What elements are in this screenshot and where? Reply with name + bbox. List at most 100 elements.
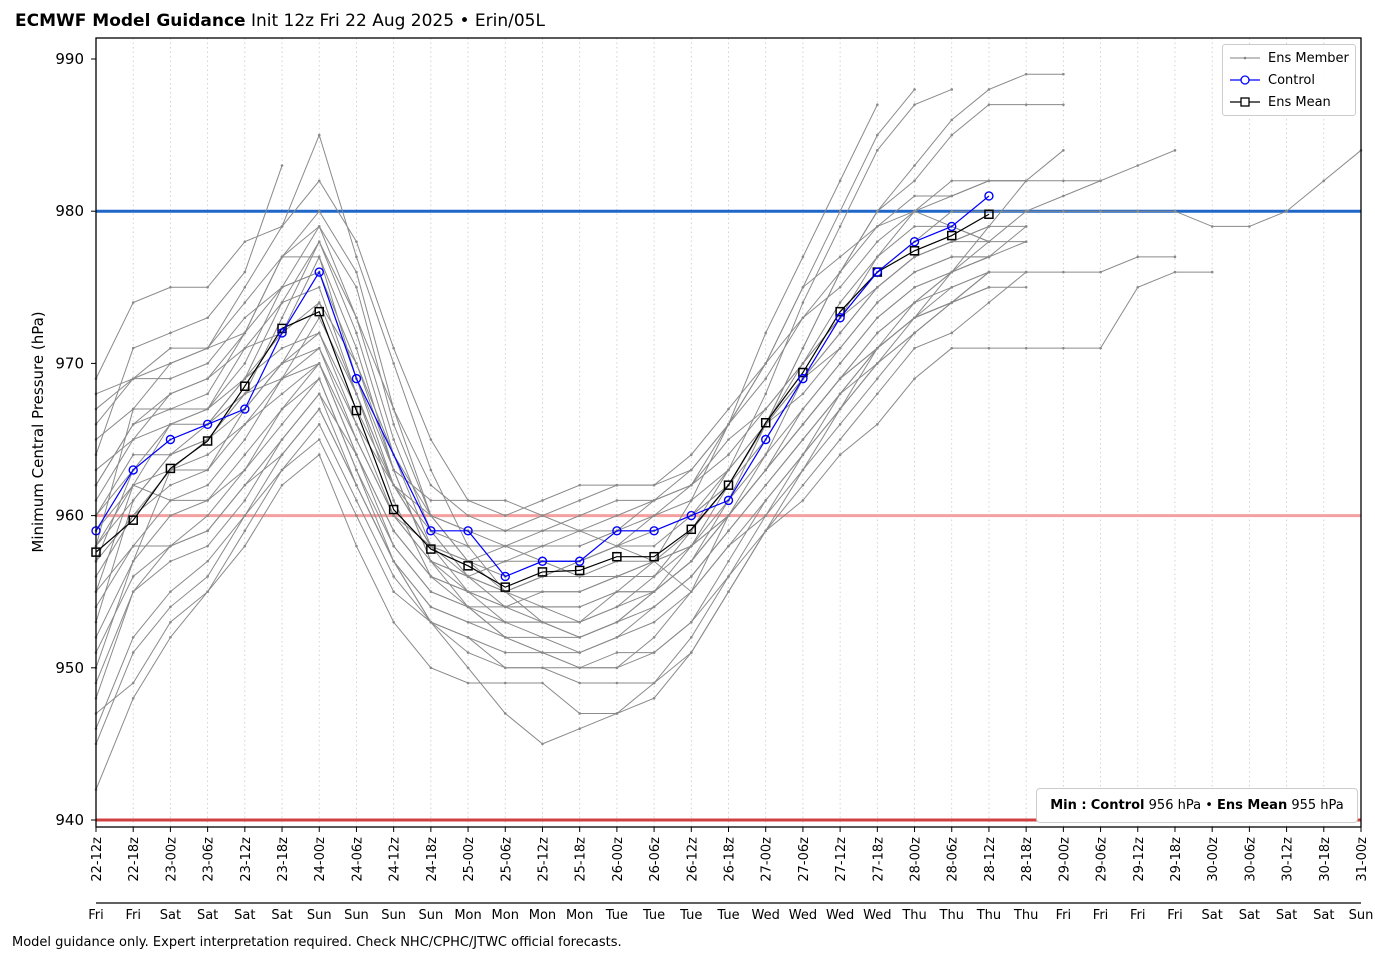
- ens-member-point: [466, 514, 470, 517]
- ens-member-point: [1173, 209, 1177, 213]
- ens-member-point: [243, 316, 247, 320]
- ens-member-point: [652, 544, 656, 548]
- ens-member-point: [1062, 346, 1065, 350]
- ens-member-point: [838, 179, 842, 183]
- ens-member-point: [913, 316, 916, 320]
- ens-mean-point: [574, 565, 585, 576]
- ens-member-path: [95, 180, 1027, 532]
- ens-member-point: [578, 575, 581, 578]
- ens-member-point: [578, 620, 581, 624]
- control-path: [95, 195, 990, 578]
- ens-member-point: [317, 286, 321, 289]
- ens-member-point: [206, 483, 209, 487]
- ens-member-point: [913, 103, 916, 106]
- ens-member-point: [578, 605, 581, 609]
- ens-member-point: [689, 544, 693, 548]
- ens-member-point: [801, 255, 805, 259]
- ens-member-point: [801, 286, 805, 289]
- ens-member-point: [131, 681, 135, 685]
- ens-member-point: [243, 499, 247, 502]
- ens-member-point: [578, 666, 581, 670]
- ens-member-point: [1136, 255, 1140, 259]
- x-tick-label: 25-18z: [574, 837, 589, 882]
- ens-member-point: [169, 331, 172, 335]
- ens-member-point: [1024, 103, 1028, 106]
- x-tick-label: 25-00z: [462, 837, 477, 882]
- ens-member-line: [94, 225, 1028, 563]
- ens-member-point: [206, 392, 209, 396]
- ens-member-point: [131, 544, 135, 548]
- ens-member-point: [876, 377, 879, 380]
- ens-mean-point: [760, 418, 771, 428]
- ens-member-point: [392, 483, 395, 487]
- x-tick-label: 26-18z: [723, 837, 738, 882]
- ens-member-point: [503, 514, 507, 517]
- day-label: Fri: [1167, 908, 1183, 923]
- ens-member-point: [652, 605, 656, 609]
- ens-member-point: [206, 346, 209, 350]
- ens-mean-point: [128, 515, 138, 525]
- ens-member-point: [429, 605, 433, 609]
- ens-member-point: [913, 377, 916, 380]
- ens-member-point: [1099, 209, 1102, 213]
- ens-member-point: [987, 88, 991, 91]
- ens-mean-point: [351, 405, 362, 416]
- day-label: Fri: [88, 908, 104, 923]
- ens-member-line: [94, 240, 1028, 609]
- ens-member-point: [243, 270, 247, 274]
- ens-member-point: [541, 636, 544, 639]
- ens-member-point: [1285, 209, 1288, 213]
- ens-member-point: [355, 240, 358, 243]
- ens-member-point: [838, 225, 842, 228]
- ens-member-point: [131, 301, 135, 304]
- ens-member-point: [131, 422, 135, 426]
- ens-member-point: [243, 392, 247, 396]
- ens-member-point: [466, 575, 470, 578]
- ens-member-point: [913, 194, 916, 198]
- ens-member-point: [355, 255, 358, 259]
- ens-member-line: [94, 88, 954, 624]
- ens-member-point: [169, 422, 172, 426]
- ens-member-point: [913, 301, 916, 304]
- ens-member-point: [876, 346, 879, 350]
- x-tick-label: 28-00z: [909, 837, 924, 882]
- ens-member-point: [913, 255, 916, 259]
- ens-member-point: [503, 681, 507, 685]
- ens-member-point: [429, 590, 433, 593]
- ens-member-point: [764, 514, 768, 517]
- ens-member-point: [652, 651, 656, 654]
- ens-member-point: [652, 590, 656, 593]
- legend-label: Control: [1268, 72, 1315, 88]
- ens-member-point: [727, 438, 730, 441]
- ens-member-point: [392, 407, 395, 411]
- min-mean-value: 955 hPa: [1291, 798, 1344, 813]
- ens-member-point: [1210, 270, 1214, 274]
- day-label: Sun: [381, 908, 406, 923]
- ens-member-point: [615, 605, 619, 609]
- ens-member-point: [355, 438, 358, 441]
- ens-member-point: [355, 453, 358, 457]
- ens-mean-point: [388, 504, 399, 515]
- ens-member-point: [541, 651, 544, 654]
- ens-member-point: [131, 483, 135, 487]
- ens-member-point: [355, 286, 358, 289]
- day-label: Thu: [939, 908, 964, 923]
- ens-member-point: [466, 499, 470, 502]
- x-tick-label: 23-06z: [202, 837, 217, 882]
- ens-member-point: [131, 590, 135, 593]
- ens-member-point: [169, 483, 172, 487]
- ens-member-point: [169, 620, 172, 624]
- day-label: Sat: [1276, 908, 1297, 923]
- control-point: [165, 434, 176, 445]
- ens-mean-point: [984, 209, 994, 219]
- x-tick-label: 24-18z: [425, 837, 440, 882]
- ens-member-point: [466, 636, 470, 639]
- ens-member-point: [541, 529, 544, 533]
- ens-member-point: [131, 651, 135, 654]
- control-point: [835, 313, 845, 323]
- ens-member-point: [243, 422, 247, 426]
- ens-member-point: [1248, 225, 1251, 228]
- ens-member-point: [838, 301, 842, 304]
- x-tick-label: 23-18z: [276, 837, 291, 882]
- ens-member-point: [615, 590, 619, 593]
